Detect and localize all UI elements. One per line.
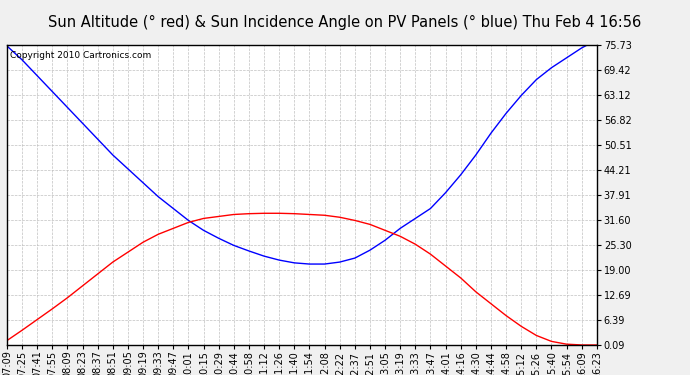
- Text: Sun Altitude (° red) & Sun Incidence Angle on PV Panels (° blue) Thu Feb 4 16:56: Sun Altitude (° red) & Sun Incidence Ang…: [48, 15, 642, 30]
- Text: Copyright 2010 Cartronics.com: Copyright 2010 Cartronics.com: [10, 51, 151, 60]
